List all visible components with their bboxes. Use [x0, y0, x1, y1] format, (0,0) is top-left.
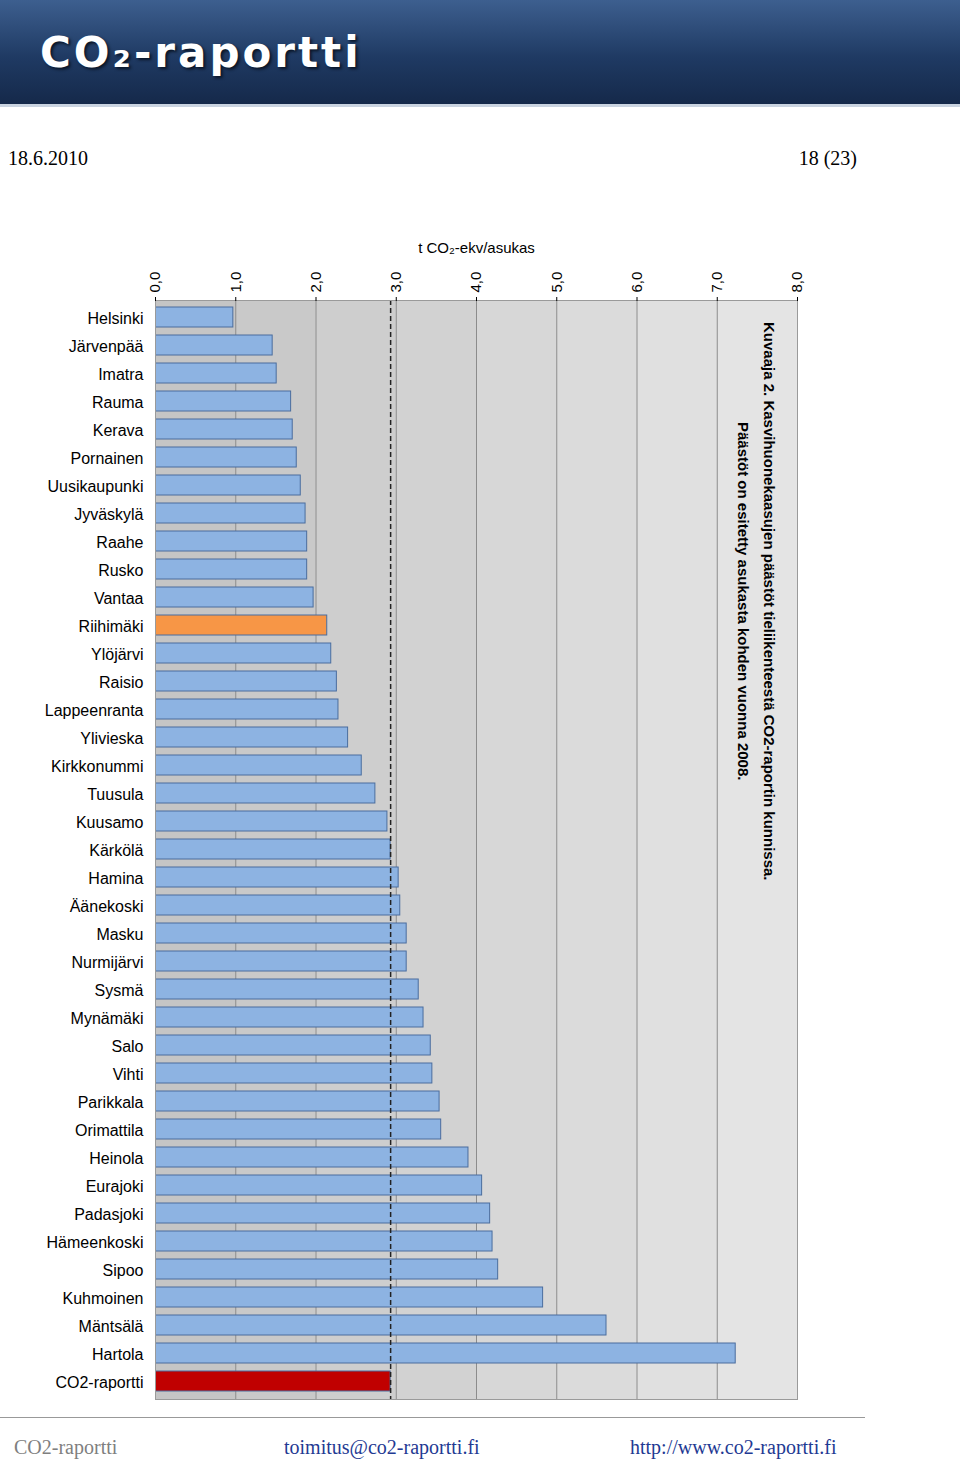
html-text:CO₂-raportti: CO₂-raportti — [40, 28, 362, 77]
svg-text:Kuhmoinen: Kuhmoinen — [63, 1290, 144, 1307]
svg-text:Tuusula: Tuusula — [87, 786, 143, 803]
svg-text:Vihti: Vihti — [113, 1066, 144, 1083]
svg-text:Raisio: Raisio — [99, 674, 144, 691]
svg-text:Mynämäki: Mynämäki — [71, 1010, 144, 1027]
svg-text:Järvenpää: Järvenpää — [69, 338, 144, 355]
svg-text:Kuusamo: Kuusamo — [76, 814, 144, 831]
svg-text:Eurajoki: Eurajoki — [86, 1178, 144, 1195]
svg-text:Nurmijärvi: Nurmijärvi — [72, 954, 144, 971]
svg-text:Ylöjärvi: Ylöjärvi — [91, 646, 143, 663]
svg-text:Padasjoki: Padasjoki — [74, 1206, 143, 1223]
svg-text:Helsinki: Helsinki — [87, 310, 143, 327]
svg-text:CO2-raportti: CO2-raportti — [55, 1374, 143, 1391]
svg-text:t CO₂-ekv/asukas: t CO₂-ekv/asukas — [418, 239, 535, 256]
svg-text:Vantaa: Vantaa — [94, 590, 144, 607]
html-text:18.6.2010: 18.6.2010 — [8, 147, 88, 169]
svg-text:Riihimäki: Riihimäki — [79, 618, 144, 635]
svg-text:Kerava: Kerava — [93, 422, 144, 439]
svg-text:1,0: 1,0 — [227, 272, 244, 293]
svg-text:Masku: Masku — [96, 926, 143, 943]
svg-text:Kirkkonummi: Kirkkonummi — [51, 758, 143, 775]
svg-text:Hartola: Hartola — [92, 1346, 144, 1363]
svg-text:Orimattila: Orimattila — [75, 1122, 144, 1139]
html-text:Kuvaaja 2. Kasvihuonekaasujen: Kuvaaja 2. Kasvihuonekaasujen päästöt ti… — [761, 322, 778, 881]
svg-text:Sipoo: Sipoo — [103, 1262, 144, 1279]
html-text:Päästöt on esitetty asukasta k: Päästöt on esitetty asukasta kohden vuon… — [735, 422, 752, 781]
svg-text:Jyväskylä: Jyväskylä — [74, 506, 143, 523]
html-text:http://www.co2-raportti.fi: http://www.co2-raportti.fi — [630, 1436, 837, 1458]
svg-text:Hämeenkoski: Hämeenkoski — [47, 1234, 144, 1251]
svg-text:Imatra: Imatra — [98, 366, 143, 383]
svg-text:Ylivieska: Ylivieska — [80, 730, 143, 747]
html-text:toimitus@co2-raportti.fi: toimitus@co2-raportti.fi — [284, 1436, 480, 1458]
svg-text:7,0: 7,0 — [708, 272, 725, 293]
svg-text:0,0: 0,0 — [146, 272, 163, 293]
svg-text:Lappeenranta: Lappeenranta — [45, 702, 144, 719]
svg-text:Heinola: Heinola — [89, 1150, 143, 1167]
svg-text:Hamina: Hamina — [88, 870, 143, 887]
svg-text:3,0: 3,0 — [387, 272, 404, 293]
svg-text:Salo: Salo — [111, 1038, 143, 1055]
svg-text:Kärkölä: Kärkölä — [89, 842, 143, 859]
svg-text:Uusikaupunki: Uusikaupunki — [47, 478, 143, 495]
svg-text:2,0: 2,0 — [307, 272, 324, 293]
svg-text:8,0: 8,0 — [788, 272, 805, 293]
svg-text:Parikkala: Parikkala — [78, 1094, 144, 1111]
svg-text:Äänekoski: Äänekoski — [70, 898, 144, 915]
svg-text:4,0: 4,0 — [467, 272, 484, 293]
svg-text:Raahe: Raahe — [96, 534, 143, 551]
svg-text:Mäntsälä: Mäntsälä — [79, 1318, 144, 1335]
html-text:18 (23): 18 (23) — [798, 147, 857, 169]
svg-text:6,0: 6,0 — [628, 272, 645, 293]
svg-text:Rusko: Rusko — [98, 562, 143, 579]
svg-text:5,0: 5,0 — [548, 272, 565, 293]
html-text:CO2-raportti: CO2-raportti — [14, 1436, 118, 1458]
svg-text:Rauma: Rauma — [92, 394, 144, 411]
svg-text:Sysmä: Sysmä — [95, 982, 144, 999]
svg-text:Pornainen: Pornainen — [71, 450, 144, 467]
